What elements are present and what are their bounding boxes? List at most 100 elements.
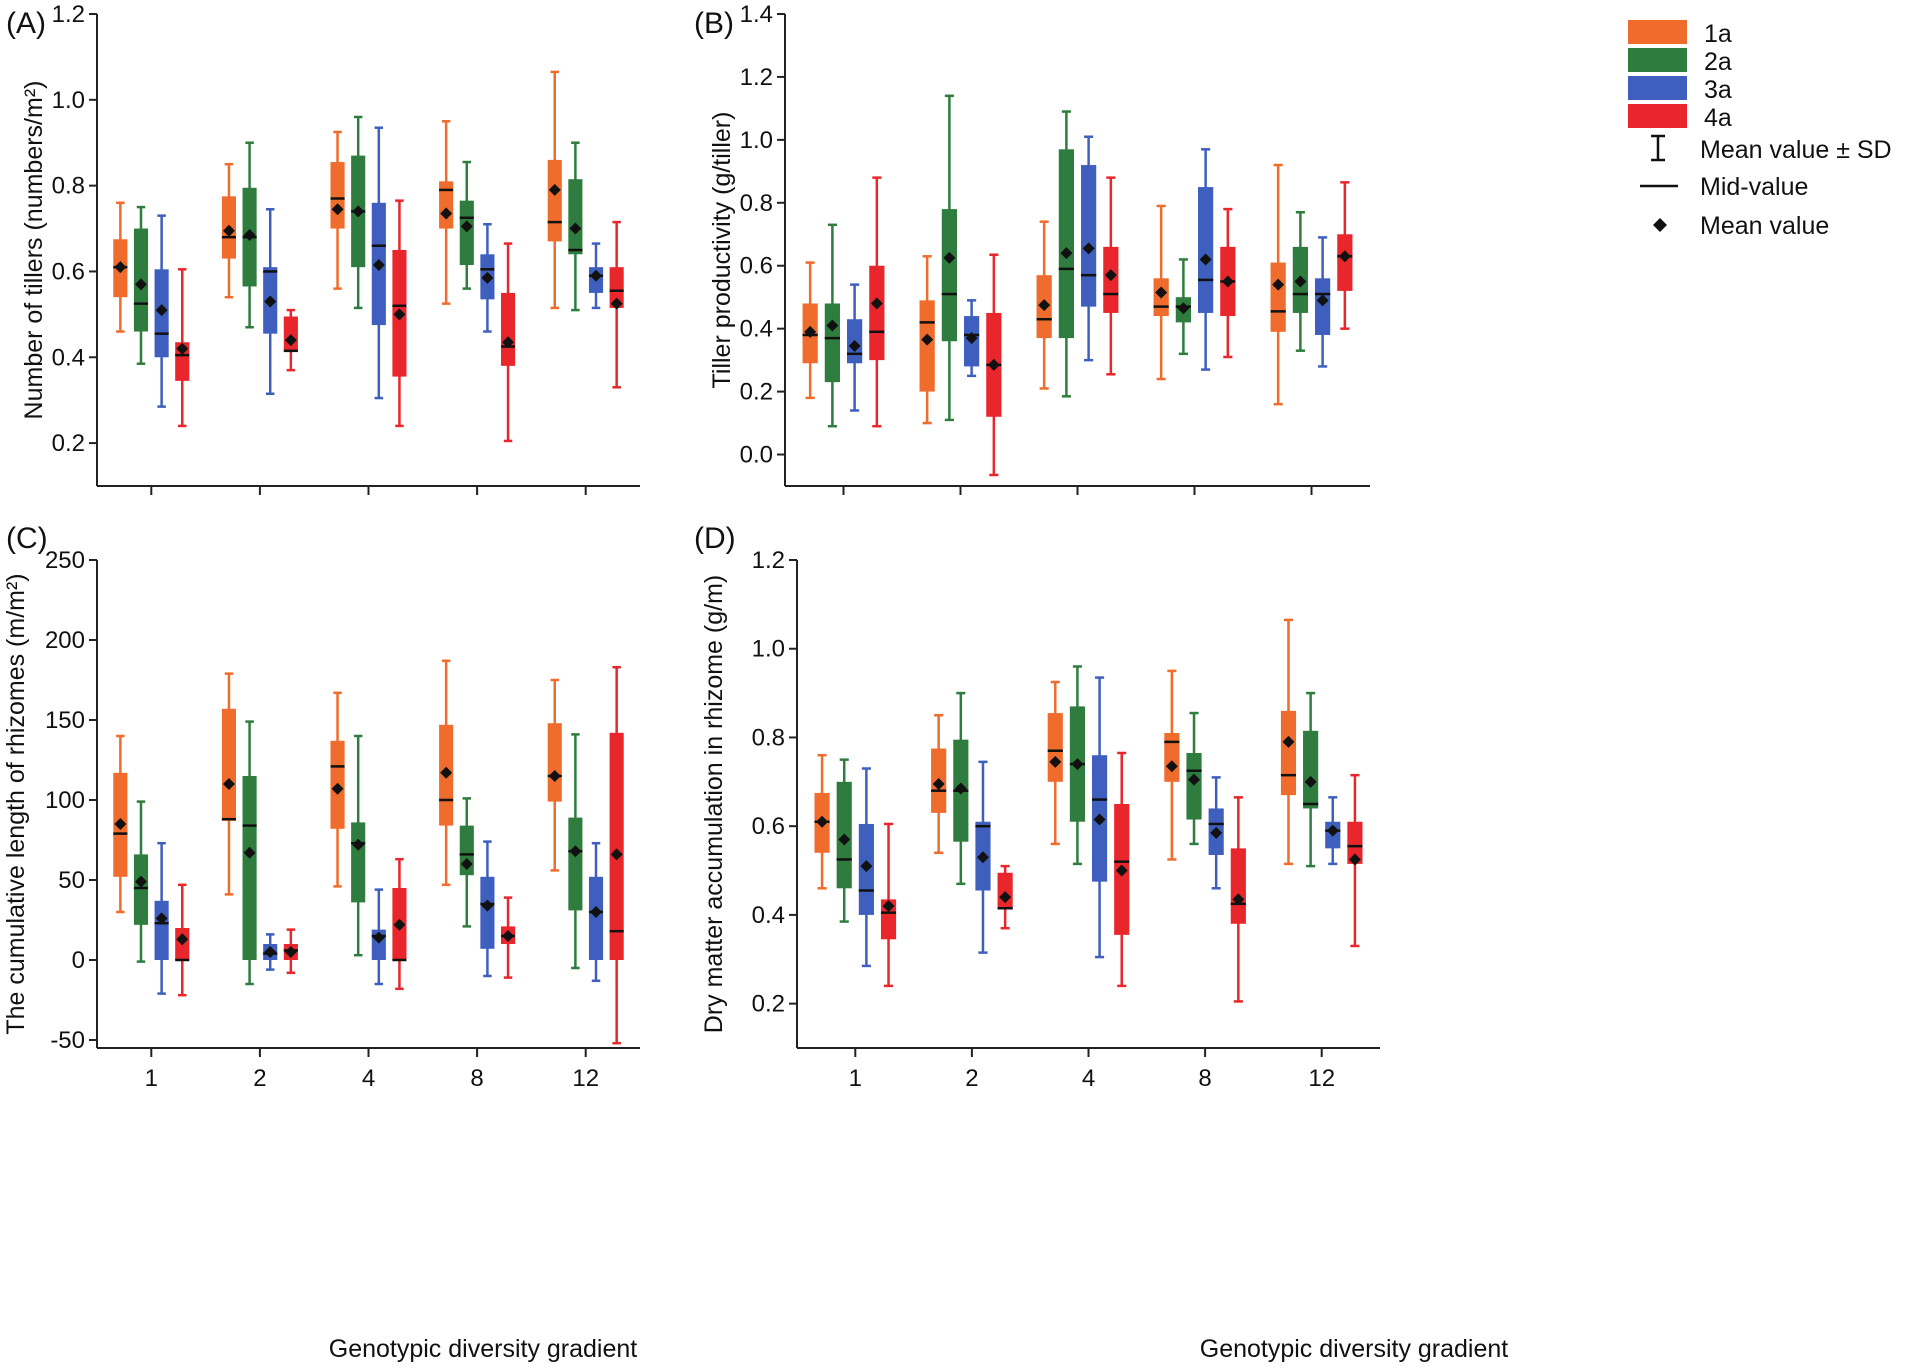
box-4a-8	[1230, 796, 1246, 1003]
box-1a-8	[439, 659, 454, 887]
mean-marker	[1082, 242, 1095, 255]
box-3a-2	[975, 760, 991, 954]
box-2a-2	[953, 691, 969, 886]
mean-marker	[1093, 813, 1106, 826]
y-tick-label: 0.8	[740, 190, 773, 217]
box-body	[824, 303, 840, 383]
y-tick-label: 0.8	[752, 724, 785, 751]
box-body	[588, 876, 604, 960]
box-1a-1	[814, 753, 830, 890]
legend-swatch-4a	[1628, 104, 1687, 128]
box-3a-12	[588, 242, 604, 310]
box-body	[351, 822, 366, 903]
box-body	[609, 267, 624, 308]
x-tick-label: 4	[362, 1065, 375, 1092]
box-4a-12	[609, 220, 624, 389]
mean-marker	[999, 891, 1012, 904]
box-body	[154, 900, 169, 960]
box-1a-1	[113, 734, 128, 914]
box-4a-12	[1337, 181, 1353, 330]
mean-marker	[331, 203, 344, 216]
box-3a-4	[1091, 676, 1108, 959]
box-1a-4	[1047, 680, 1063, 846]
mean-marker	[1272, 278, 1285, 291]
box-3a-8	[480, 840, 495, 978]
x-axis-label-c: Genotypic diversity gradient	[329, 1335, 638, 1363]
y-tick-label: 50	[58, 867, 85, 894]
panel-label: (C)	[6, 522, 48, 555]
box-4a-4	[392, 199, 407, 428]
box-3a-1	[858, 767, 874, 968]
x-tick-label: 12	[572, 1065, 599, 1092]
box-4a-12	[1347, 773, 1363, 948]
box-2a-4	[1069, 665, 1086, 866]
legend-label-3a: 3a	[1704, 76, 1732, 104]
box-body	[1164, 733, 1180, 782]
y-tick-label: 1.0	[752, 636, 785, 663]
box-4a-2	[283, 308, 298, 372]
mean-marker	[284, 334, 297, 347]
mean-marker	[1348, 853, 1361, 866]
mean-marker	[882, 900, 895, 913]
box-1a-12	[1280, 618, 1297, 866]
box-4a-1	[175, 268, 190, 428]
y-tick-label: 1.4	[740, 1, 773, 28]
mean-marker	[284, 946, 297, 958]
box-4a-4	[1103, 176, 1119, 376]
legend-label-1a: 1a	[1704, 20, 1732, 48]
mean-marker	[816, 815, 829, 828]
box-2a-4	[351, 734, 366, 957]
mean-marker	[114, 261, 127, 274]
box-body	[869, 265, 885, 361]
mean-marker	[838, 833, 851, 846]
box-3a-4	[371, 126, 386, 400]
mean-marker	[155, 304, 168, 317]
box-body	[242, 776, 257, 960]
mean-marker	[976, 851, 989, 864]
mean-marker	[331, 782, 344, 795]
mean-marker	[548, 183, 561, 196]
box-2a-8	[459, 160, 474, 290]
box-3a-8	[1198, 148, 1214, 371]
box-body	[919, 300, 935, 392]
mean-marker	[848, 339, 861, 352]
y-tick-label: 0.6	[752, 813, 785, 840]
box-body	[480, 876, 495, 949]
y-tick-label: 1.2	[752, 547, 785, 574]
box-1a-2	[221, 672, 237, 896]
box-4a-2	[283, 928, 298, 975]
box-2a-8	[1186, 711, 1202, 846]
legend-label-4a: 4a	[1704, 104, 1732, 132]
box-3a-1	[154, 214, 169, 408]
mean-marker	[1304, 775, 1317, 788]
mean-marker	[569, 845, 582, 858]
box-body	[1047, 713, 1063, 782]
box-4a-8	[500, 242, 516, 443]
box-4a-1	[869, 176, 885, 428]
legend-label-2a: 2a	[1704, 48, 1732, 76]
y-axis-label: The cumulative length of rhizomes (m/m²)	[2, 573, 30, 1034]
mean-marker	[393, 918, 406, 931]
legend: 1a 2a 3a 4a Mean value ± SD Mid-value Me…	[1628, 20, 1892, 240]
box-4a-4	[392, 857, 407, 991]
box-2a-1	[824, 223, 840, 428]
mean-marker	[870, 297, 883, 310]
mean-marker	[372, 259, 385, 272]
box-3a-12	[1325, 796, 1341, 866]
box-1a-8	[1164, 669, 1180, 861]
y-tick-label: 100	[45, 787, 85, 814]
mean-marker	[1294, 275, 1307, 288]
mean-marker	[155, 912, 168, 925]
mean-marker	[610, 297, 623, 310]
mean-marker	[804, 325, 817, 338]
mean-marker	[440, 207, 453, 220]
mean-marker	[965, 332, 978, 345]
box-body	[1315, 278, 1331, 335]
y-tick-label: 150	[45, 707, 85, 734]
box-3a-2	[263, 933, 278, 971]
mean-marker	[1188, 773, 1201, 786]
box-3a-12	[588, 841, 604, 983]
box-body	[1280, 710, 1297, 796]
box-3a-2	[263, 207, 278, 395]
y-axis-label: Number of tillers (numbers/m²)	[20, 81, 48, 420]
